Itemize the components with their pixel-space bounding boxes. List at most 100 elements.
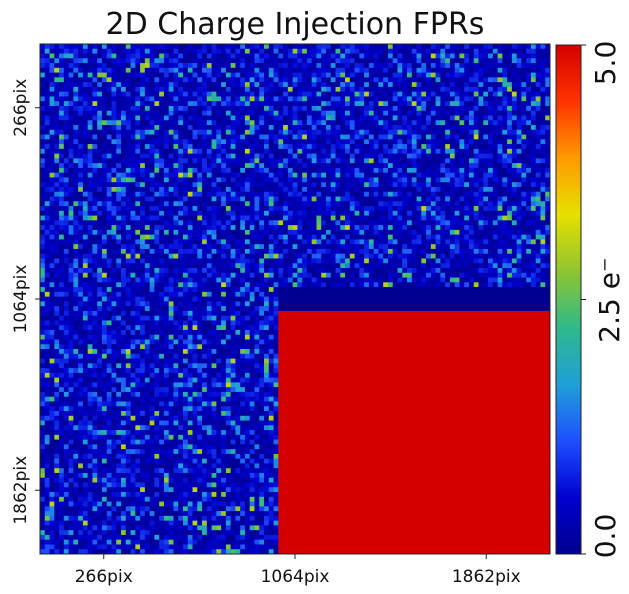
heatmap-cell bbox=[545, 101, 551, 107]
heatmap-cell bbox=[540, 167, 546, 174]
heatmap-cell bbox=[335, 63, 341, 69]
heatmap-cell bbox=[392, 229, 398, 236]
heatmap-cell bbox=[354, 105, 360, 112]
heatmap-cell bbox=[54, 144, 60, 150]
heatmap-cell bbox=[468, 110, 475, 116]
heatmap-cell bbox=[225, 129, 232, 135]
heatmap-cell bbox=[44, 63, 50, 69]
heatmap-cell bbox=[249, 58, 255, 64]
heatmap-cell bbox=[488, 134, 494, 140]
heatmap-cell bbox=[354, 248, 360, 255]
heatmap-cell bbox=[421, 67, 427, 73]
heatmap-cell bbox=[316, 96, 322, 102]
heatmap-cell bbox=[268, 229, 274, 236]
heatmap-cell bbox=[502, 258, 508, 264]
heatmap-cell bbox=[368, 186, 375, 193]
heatmap-cell bbox=[273, 120, 279, 126]
heatmap-cell bbox=[464, 239, 470, 245]
heatmap-cell bbox=[221, 191, 227, 197]
heatmap-cell bbox=[497, 172, 503, 178]
heatmap-cell bbox=[468, 239, 475, 245]
heatmap-cell bbox=[449, 229, 456, 236]
heatmap-cell bbox=[273, 148, 279, 155]
heatmap-cell bbox=[349, 263, 355, 269]
heatmap-cell bbox=[535, 210, 541, 216]
heatmap-cell bbox=[426, 58, 432, 64]
heatmap-cell bbox=[230, 248, 236, 255]
heatmap-cell bbox=[244, 115, 251, 121]
heatmap-cell bbox=[44, 58, 50, 64]
heatmap-cell bbox=[540, 53, 546, 59]
heatmap-cell bbox=[268, 239, 274, 245]
heatmap-cell bbox=[216, 196, 222, 202]
heatmap-cell bbox=[40, 225, 46, 231]
heatmap-cell bbox=[168, 248, 174, 255]
heatmap-cell bbox=[473, 196, 479, 202]
heatmap-cell bbox=[526, 186, 532, 193]
heatmap-cell bbox=[297, 253, 303, 259]
heatmap-cell bbox=[144, 101, 151, 107]
heatmap-cell bbox=[488, 91, 494, 97]
heatmap-cell bbox=[416, 186, 422, 193]
heatmap-cell bbox=[511, 153, 518, 159]
heatmap-cell bbox=[82, 229, 89, 236]
heatmap-cell bbox=[68, 215, 74, 221]
heatmap-cell bbox=[178, 196, 184, 202]
heatmap-cell bbox=[97, 134, 103, 140]
heatmap-cell bbox=[44, 134, 50, 140]
heatmap-cell bbox=[345, 91, 351, 97]
heatmap-cell bbox=[488, 144, 494, 150]
heatmap-cell bbox=[297, 86, 303, 93]
heatmap-cell bbox=[264, 82, 270, 88]
heatmap-cell bbox=[259, 86, 265, 93]
heatmap-cell bbox=[235, 101, 241, 107]
heatmap-cell bbox=[354, 263, 360, 269]
heatmap-cell bbox=[530, 186, 537, 193]
heatmap-cell bbox=[483, 139, 489, 145]
heatmap-cell bbox=[492, 115, 498, 121]
heatmap-cell bbox=[530, 225, 537, 231]
heatmap-cell bbox=[321, 258, 327, 264]
heatmap-cell bbox=[321, 248, 327, 255]
heatmap-cell bbox=[435, 105, 441, 112]
heatmap-cell bbox=[40, 58, 46, 64]
heatmap-cell bbox=[182, 191, 189, 197]
heatmap-cell bbox=[440, 77, 446, 83]
heatmap-cell bbox=[73, 125, 79, 131]
heatmap-cell bbox=[116, 105, 122, 112]
heatmap-cell bbox=[454, 125, 460, 131]
heatmap-cell bbox=[249, 96, 255, 102]
heatmap-cell bbox=[116, 91, 122, 97]
heatmap-cell bbox=[454, 225, 460, 231]
heatmap-cell bbox=[182, 186, 189, 193]
heatmap-cell bbox=[59, 244, 65, 250]
heatmap-cell bbox=[101, 263, 108, 269]
heatmap-cell bbox=[230, 177, 236, 183]
heatmap-cell bbox=[306, 77, 313, 83]
heatmap-cell bbox=[97, 182, 103, 188]
heatmap-cell bbox=[468, 105, 475, 112]
heatmap-cell bbox=[159, 201, 165, 207]
heatmap-cell bbox=[264, 196, 270, 202]
heatmap-cell bbox=[325, 48, 332, 54]
heatmap-cell bbox=[440, 67, 446, 73]
heatmap-cell bbox=[349, 153, 355, 159]
heatmap-cell bbox=[59, 234, 65, 240]
heatmap-cell bbox=[221, 86, 227, 93]
heatmap-cell bbox=[297, 206, 303, 212]
heatmap-cell bbox=[168, 186, 174, 193]
heatmap-cell bbox=[101, 253, 108, 259]
heatmap-cell bbox=[392, 172, 398, 178]
heatmap-cell bbox=[392, 244, 398, 250]
heatmap-cell bbox=[40, 239, 46, 245]
heatmap-cell bbox=[397, 234, 403, 240]
heatmap-cell bbox=[368, 148, 375, 155]
heatmap-cell bbox=[111, 177, 117, 183]
heatmap-cell bbox=[216, 72, 222, 78]
heatmap-cell bbox=[283, 167, 289, 174]
heatmap-cell bbox=[206, 248, 212, 255]
heatmap-cell bbox=[473, 63, 479, 69]
heatmap-cell bbox=[483, 125, 489, 131]
heatmap-cell bbox=[335, 53, 341, 59]
heatmap-cell bbox=[478, 48, 484, 54]
